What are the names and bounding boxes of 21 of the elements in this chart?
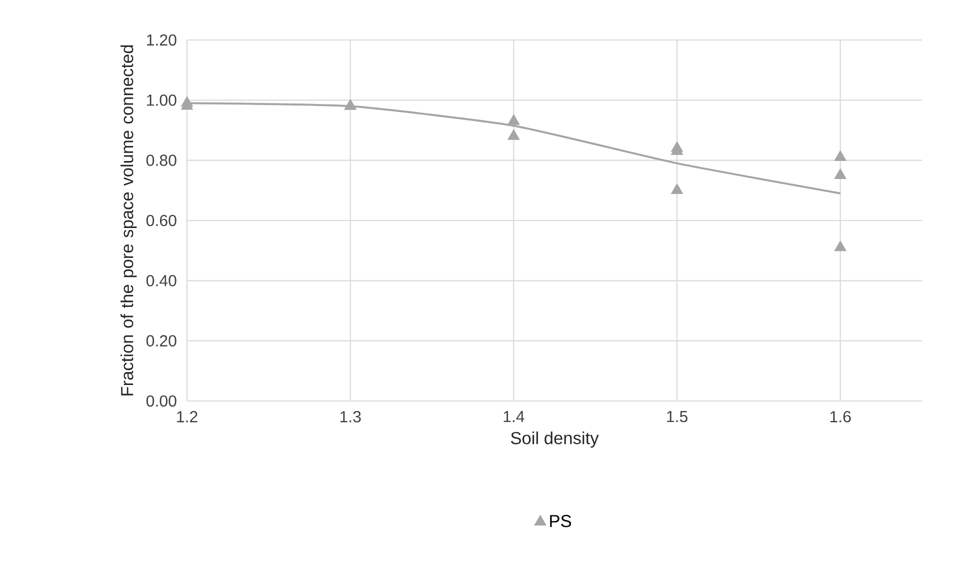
y-tick-label: 0.60 <box>146 214 176 226</box>
legend-label: PS <box>550 514 572 528</box>
x-axis-title: Soil density <box>510 432 599 448</box>
y-tick-label: 1.20 <box>147 34 176 46</box>
y-axis-title: Fraction of the pore space volume connected <box>120 45 137 396</box>
y-tick-label: 0.40 <box>146 274 176 286</box>
x-tick-label: 1.6 <box>830 411 851 422</box>
point <box>834 168 846 179</box>
x-tick-label: 1.2 <box>177 411 198 422</box>
point <box>508 114 520 125</box>
point <box>834 240 846 252</box>
point <box>834 150 846 161</box>
x-tick-label: 1.3 <box>340 411 361 422</box>
y-tick-label: 0.20 <box>146 335 176 346</box>
y-tick-label: 0.80 <box>146 154 176 166</box>
x-tick-label: 1.5 <box>667 411 688 422</box>
x-tick-label: 1.4 <box>504 411 524 422</box>
point <box>508 129 520 140</box>
y-tick-label: 1.00 <box>147 94 176 106</box>
point <box>670 183 684 194</box>
y-tick-label: 0.00 <box>146 395 176 407</box>
